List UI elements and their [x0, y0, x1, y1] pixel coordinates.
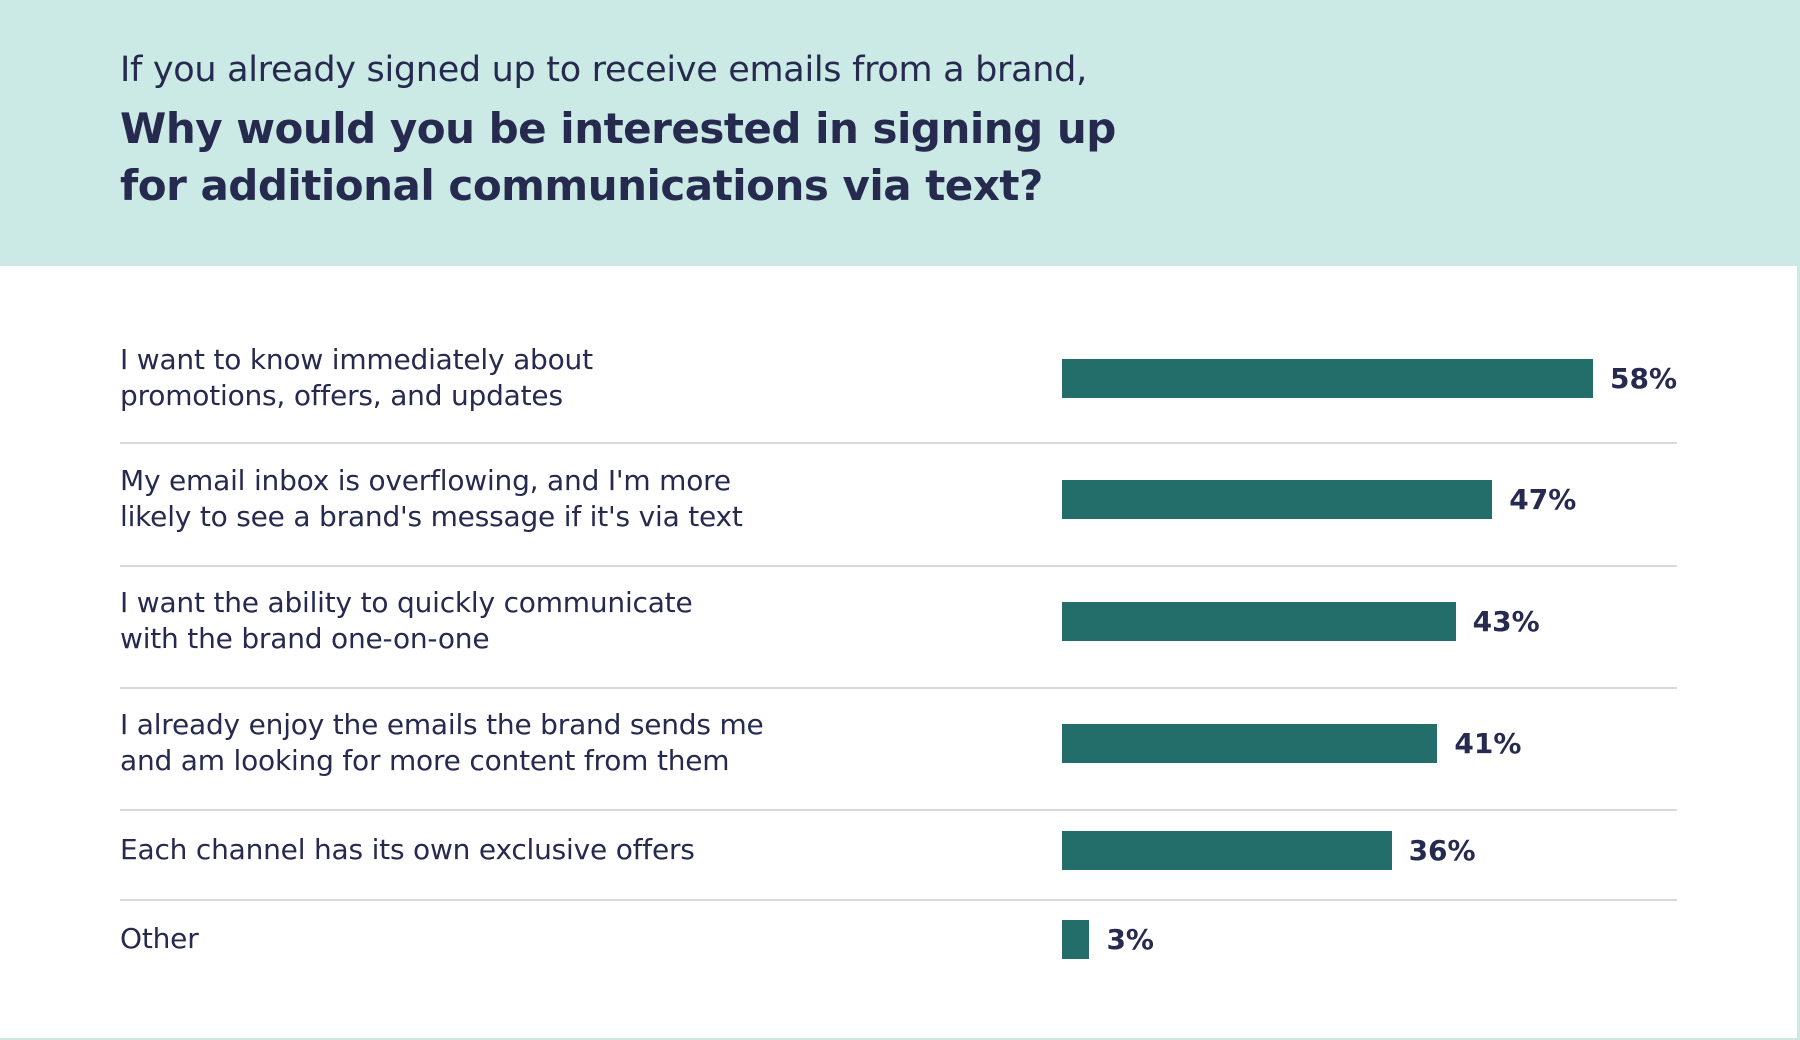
- category-label: I already enjoy the emails the brand sen…: [120, 707, 764, 779]
- bar: [1062, 479, 1493, 519]
- category-label-line: Other: [120, 922, 199, 955]
- chart-subtitle: If you already signed up to receive emai…: [120, 50, 1087, 90]
- value-label: 36%: [1408, 833, 1476, 867]
- category-label: Each channel has its own exclusive offer…: [120, 832, 695, 868]
- row-divider: [120, 687, 1677, 689]
- header-band: If you already signed up to receive emai…: [0, 0, 1800, 266]
- category-label-line: I want to know immediately about: [120, 343, 593, 376]
- value-label: 43%: [1472, 604, 1540, 638]
- value-label: 58%: [1610, 361, 1678, 395]
- category-label: I want to know immediately about promotio…: [120, 342, 593, 414]
- bar: [1062, 830, 1392, 870]
- value-label: 47%: [1509, 482, 1577, 516]
- category-label-line: I already enjoy the emails the brand sen…: [120, 708, 764, 741]
- category-label: I want the ability to quickly communicat…: [120, 585, 693, 657]
- chart-title-line-1: Why would you be interested in signing u…: [120, 104, 1116, 153]
- category-label: Other: [120, 921, 199, 957]
- row-divider: [120, 442, 1677, 444]
- bar: [1062, 601, 1456, 641]
- row-divider: [120, 809, 1677, 811]
- category-label-line: and am looking for more content from the…: [120, 744, 730, 777]
- row-divider: [120, 565, 1677, 567]
- category-label-line: promotions, offers, and updates: [120, 379, 563, 412]
- category-label-line: with the brand one-on-one: [120, 622, 490, 655]
- category-label: My email inbox is overflowing, and I'm m…: [120, 463, 743, 535]
- category-label-line: likely to see a brand's message if it's …: [120, 500, 743, 533]
- chart-title-line-2: for additional communications via text?: [120, 161, 1043, 210]
- bar: [1062, 358, 1593, 398]
- bar: [1062, 919, 1090, 959]
- bar: [1062, 723, 1438, 763]
- chart-title: Why would you be interested in signing u…: [120, 100, 1116, 214]
- row-divider: [120, 899, 1677, 901]
- category-label-line: Each channel has its own exclusive offer…: [120, 833, 695, 866]
- category-label-line: I want the ability to quickly communicat…: [120, 586, 693, 619]
- value-label: 3%: [1106, 922, 1154, 956]
- category-label-line: My email inbox is overflowing, and I'm m…: [120, 464, 731, 497]
- value-label: 41%: [1454, 726, 1522, 760]
